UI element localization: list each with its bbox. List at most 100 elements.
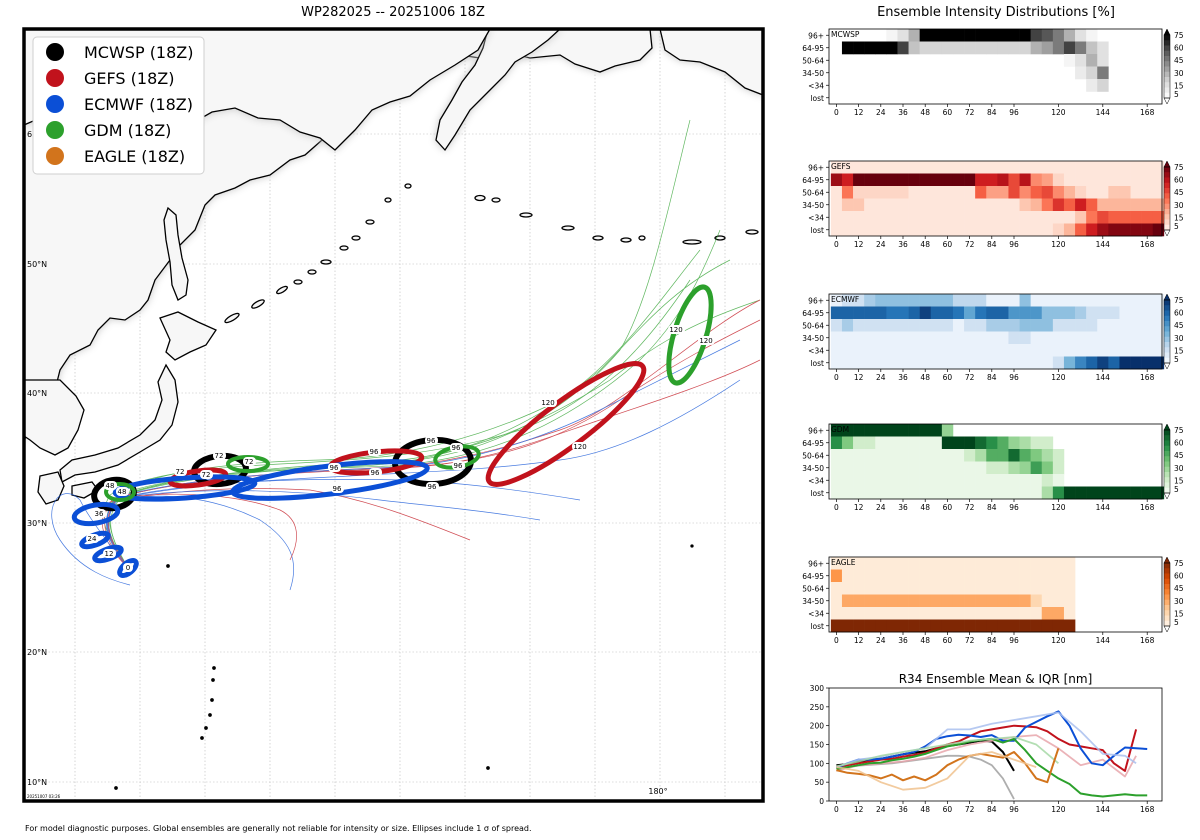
- heatmap-cell: [964, 486, 976, 500]
- heatmap-cell: [830, 594, 843, 608]
- heatmap-cell: [853, 306, 865, 320]
- heatmap-cell: [853, 619, 865, 633]
- heatmap-cell: [841, 594, 854, 608]
- y-tick-label: 150: [810, 741, 825, 750]
- heatmap-cell: [1019, 436, 1031, 450]
- heatmap-cell: [986, 436, 998, 450]
- heatmap-cell: [841, 461, 854, 475]
- heatmap-frame: [828, 160, 1163, 237]
- heatmap-cell: [952, 557, 965, 570]
- colorbar-label: 60: [1174, 439, 1184, 448]
- heatmap-cell: [986, 161, 998, 174]
- heatmap-cell: [1041, 41, 1054, 55]
- heatmap-cell: [864, 607, 876, 620]
- heatmap-cell: [1086, 186, 1098, 199]
- legend-label: ECMWF (18Z): [84, 95, 193, 114]
- heatmap-cell: [1041, 294, 1054, 307]
- heatmap-cell: [830, 319, 843, 332]
- sakhalin: [163, 206, 189, 301]
- colorbar-label: 30: [1174, 201, 1184, 210]
- heatmap-cell: [1075, 294, 1087, 307]
- heatmap-cell: [1097, 306, 1109, 320]
- heatmap-cell: [1030, 356, 1043, 370]
- heatmap-cell: [919, 198, 932, 212]
- heatmap-cell: [875, 294, 887, 307]
- heatmap-cell: [986, 186, 998, 199]
- heatmap-cell: [952, 436, 965, 450]
- heatmap-cell: [908, 569, 920, 583]
- heatmap-cell: [830, 211, 843, 224]
- heatmap-cell: [941, 449, 954, 462]
- kyushu: [37, 471, 65, 505]
- heatmap-cell: [841, 186, 854, 199]
- heatmap-cell: [975, 594, 987, 608]
- heatmap-cell: [1086, 41, 1098, 55]
- heatmap-cell: [930, 173, 943, 187]
- heatmap-cell: [1086, 79, 1098, 92]
- heatmap-cell: [853, 294, 865, 307]
- heatmap-cell: [919, 582, 932, 595]
- heatmap-cell: [1019, 173, 1031, 187]
- colorbar-segment: [1164, 188, 1170, 194]
- heatmap-cell: [1130, 186, 1142, 199]
- colorbar-segment: [1164, 487, 1170, 494]
- heatmap-cell: [830, 198, 843, 212]
- colorbar-segment: [1164, 82, 1170, 88]
- heatmap-cell: [1086, 223, 1098, 237]
- heatmap-cell: [864, 582, 876, 595]
- colorbar-label: 15: [1174, 213, 1184, 222]
- heatmap-cell: [986, 474, 998, 487]
- heatmap-cell: [1008, 198, 1020, 212]
- label-ecmwf-72: 72: [200, 470, 213, 479]
- heatmap-cell: [1063, 41, 1076, 55]
- heatmap-cell: [1041, 211, 1054, 224]
- heatmap-cell: [1063, 356, 1076, 370]
- heatmap-cell: [1141, 306, 1154, 320]
- heatmap-cell: [830, 186, 843, 199]
- row-label: 50-64: [802, 451, 824, 460]
- heatmap-cell: [1008, 607, 1020, 620]
- colorbar-frame: [1163, 34, 1171, 99]
- track-map: 48 72 96 96 72 96 96 120 120 36 24 12 0 …: [22, 27, 765, 803]
- heatmap-cell: [1030, 319, 1043, 332]
- heatmap-cell: [897, 486, 909, 500]
- heatmap-cell: [853, 486, 865, 500]
- heatmap-cell: [1097, 319, 1109, 332]
- colorbar-segment: [1164, 477, 1170, 483]
- colorbar-segment: [1164, 568, 1170, 574]
- heatmap-cell: [830, 294, 843, 307]
- colorbar-segment: [1164, 430, 1170, 436]
- x-tick-label: 60: [943, 805, 953, 814]
- heatmap-cell: [1019, 619, 1031, 633]
- label-mcwsp-72: 72: [213, 451, 226, 460]
- x-tick-label: 12: [854, 636, 864, 645]
- heatmap-cell: [1075, 319, 1087, 332]
- heatmap-cell: [1041, 173, 1054, 187]
- heatmap-cell: [1008, 594, 1020, 608]
- colorbar-max-arrow: [1163, 423, 1171, 431]
- lat-label-10: 10°N: [27, 778, 47, 787]
- heatmap-cell: [1097, 486, 1109, 500]
- colorbar-segment: [1164, 482, 1170, 489]
- heatmap-cell: [1141, 319, 1154, 332]
- heatmap-cell: [1008, 331, 1020, 345]
- heatmap-cell: [1030, 436, 1043, 450]
- heatmap-cell: [1041, 607, 1054, 620]
- heatmap-cell: [897, 331, 909, 345]
- heatmap-cell: [1086, 54, 1098, 67]
- heatmap-cell: [975, 356, 987, 370]
- colorbar-label: 60: [1174, 44, 1184, 53]
- heatmap-cell: [952, 344, 965, 357]
- x-tick-label: 12: [854, 503, 864, 512]
- ecmwf-ellipse: [71, 501, 121, 527]
- heatmap-cell: [941, 161, 954, 174]
- heatmap-cell: [986, 198, 998, 212]
- heatmap-cell: [1041, 198, 1054, 212]
- svg-text:0: 0: [126, 564, 130, 572]
- heatmap-cell: [908, 356, 920, 370]
- heatmap-cell: [964, 356, 976, 370]
- heatmap-cell: [1030, 331, 1043, 345]
- heatmap-cell: [1119, 486, 1131, 500]
- heatmap-cell: [919, 356, 932, 370]
- heatmap-cell: [941, 582, 954, 595]
